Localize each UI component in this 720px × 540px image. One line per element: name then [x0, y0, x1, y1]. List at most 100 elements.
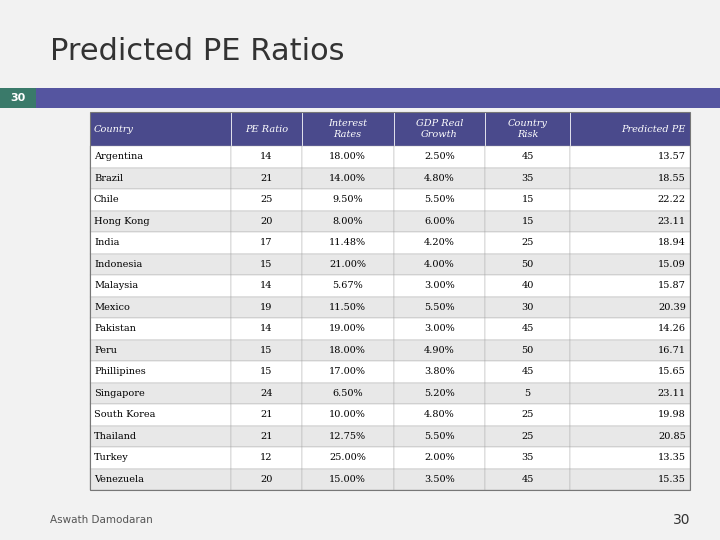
- Text: 45: 45: [521, 152, 534, 161]
- Bar: [90, 296, 231, 318]
- Text: Singapore: Singapore: [94, 389, 145, 398]
- Bar: [485, 361, 570, 382]
- Bar: [394, 382, 485, 404]
- Bar: [485, 146, 570, 167]
- Bar: [394, 275, 485, 296]
- Bar: [36, 88, 720, 108]
- Text: 3.00%: 3.00%: [424, 324, 455, 333]
- Text: Chile: Chile: [94, 195, 120, 204]
- Text: 14: 14: [260, 281, 273, 291]
- Bar: [485, 189, 570, 211]
- Text: 10.00%: 10.00%: [329, 410, 366, 419]
- Bar: [90, 447, 231, 469]
- Bar: [485, 318, 570, 340]
- Bar: [231, 167, 302, 189]
- Text: Malaysia: Malaysia: [94, 281, 138, 291]
- Text: 15.87: 15.87: [658, 281, 686, 291]
- Bar: [570, 253, 690, 275]
- Bar: [90, 275, 231, 296]
- Bar: [302, 112, 394, 146]
- Bar: [394, 361, 485, 382]
- Text: 45: 45: [521, 324, 534, 333]
- Bar: [90, 146, 231, 167]
- Text: 11.48%: 11.48%: [329, 238, 366, 247]
- Bar: [231, 404, 302, 426]
- Text: 3.50%: 3.50%: [424, 475, 455, 484]
- Text: 13.35: 13.35: [658, 453, 686, 462]
- Bar: [570, 232, 690, 253]
- Text: 15: 15: [521, 195, 534, 204]
- Bar: [394, 211, 485, 232]
- Bar: [394, 404, 485, 426]
- Bar: [485, 296, 570, 318]
- Bar: [231, 146, 302, 167]
- Bar: [90, 112, 690, 490]
- Text: 20.85: 20.85: [658, 432, 686, 441]
- Text: 50: 50: [521, 260, 534, 269]
- Text: 19: 19: [261, 303, 273, 312]
- Bar: [394, 318, 485, 340]
- Bar: [570, 189, 690, 211]
- Bar: [394, 426, 485, 447]
- Bar: [570, 469, 690, 490]
- Bar: [394, 296, 485, 318]
- Text: 14.00%: 14.00%: [329, 174, 366, 183]
- Text: 25: 25: [521, 238, 534, 247]
- Bar: [231, 361, 302, 382]
- Text: 12.75%: 12.75%: [329, 432, 366, 441]
- Bar: [570, 404, 690, 426]
- Text: India: India: [94, 238, 120, 247]
- Text: 6.50%: 6.50%: [333, 389, 363, 398]
- Text: 18.94: 18.94: [658, 238, 686, 247]
- Bar: [302, 361, 394, 382]
- Text: GDP Real
Growth: GDP Real Growth: [415, 119, 463, 139]
- Text: 25: 25: [261, 195, 273, 204]
- Bar: [485, 112, 570, 146]
- Text: 18.00%: 18.00%: [329, 152, 366, 161]
- Bar: [302, 469, 394, 490]
- Text: Venezuela: Venezuela: [94, 475, 144, 484]
- Bar: [90, 318, 231, 340]
- Text: 5.50%: 5.50%: [424, 195, 455, 204]
- Bar: [485, 447, 570, 469]
- Text: 17: 17: [260, 238, 273, 247]
- Bar: [302, 382, 394, 404]
- Bar: [302, 404, 394, 426]
- Bar: [90, 469, 231, 490]
- Text: 14.26: 14.26: [658, 324, 686, 333]
- Text: 45: 45: [521, 367, 534, 376]
- Text: 21.00%: 21.00%: [329, 260, 366, 269]
- Text: 4.90%: 4.90%: [424, 346, 455, 355]
- Bar: [90, 340, 231, 361]
- Bar: [302, 167, 394, 189]
- Text: Indonesia: Indonesia: [94, 260, 143, 269]
- Bar: [394, 232, 485, 253]
- Bar: [485, 469, 570, 490]
- Text: 5.50%: 5.50%: [424, 432, 455, 441]
- Text: 11.50%: 11.50%: [329, 303, 366, 312]
- Text: Pakistan: Pakistan: [94, 324, 136, 333]
- Text: Peru: Peru: [94, 346, 117, 355]
- Bar: [485, 275, 570, 296]
- Bar: [394, 189, 485, 211]
- Text: 13.57: 13.57: [658, 152, 686, 161]
- Bar: [90, 361, 231, 382]
- Text: 22.22: 22.22: [658, 195, 686, 204]
- Bar: [485, 426, 570, 447]
- Text: Thailand: Thailand: [94, 432, 137, 441]
- Text: 30: 30: [672, 513, 690, 527]
- Bar: [485, 340, 570, 361]
- Text: Aswath Damodaran: Aswath Damodaran: [50, 515, 153, 525]
- Bar: [0, 88, 36, 108]
- Text: 14: 14: [260, 152, 273, 161]
- Text: 50: 50: [521, 346, 534, 355]
- Text: 18.00%: 18.00%: [329, 346, 366, 355]
- Bar: [394, 167, 485, 189]
- Text: Brazil: Brazil: [94, 174, 123, 183]
- Text: 5.50%: 5.50%: [424, 303, 455, 312]
- Text: 15.09: 15.09: [658, 260, 686, 269]
- Bar: [231, 382, 302, 404]
- Bar: [302, 189, 394, 211]
- Text: 24: 24: [260, 389, 273, 398]
- Bar: [231, 189, 302, 211]
